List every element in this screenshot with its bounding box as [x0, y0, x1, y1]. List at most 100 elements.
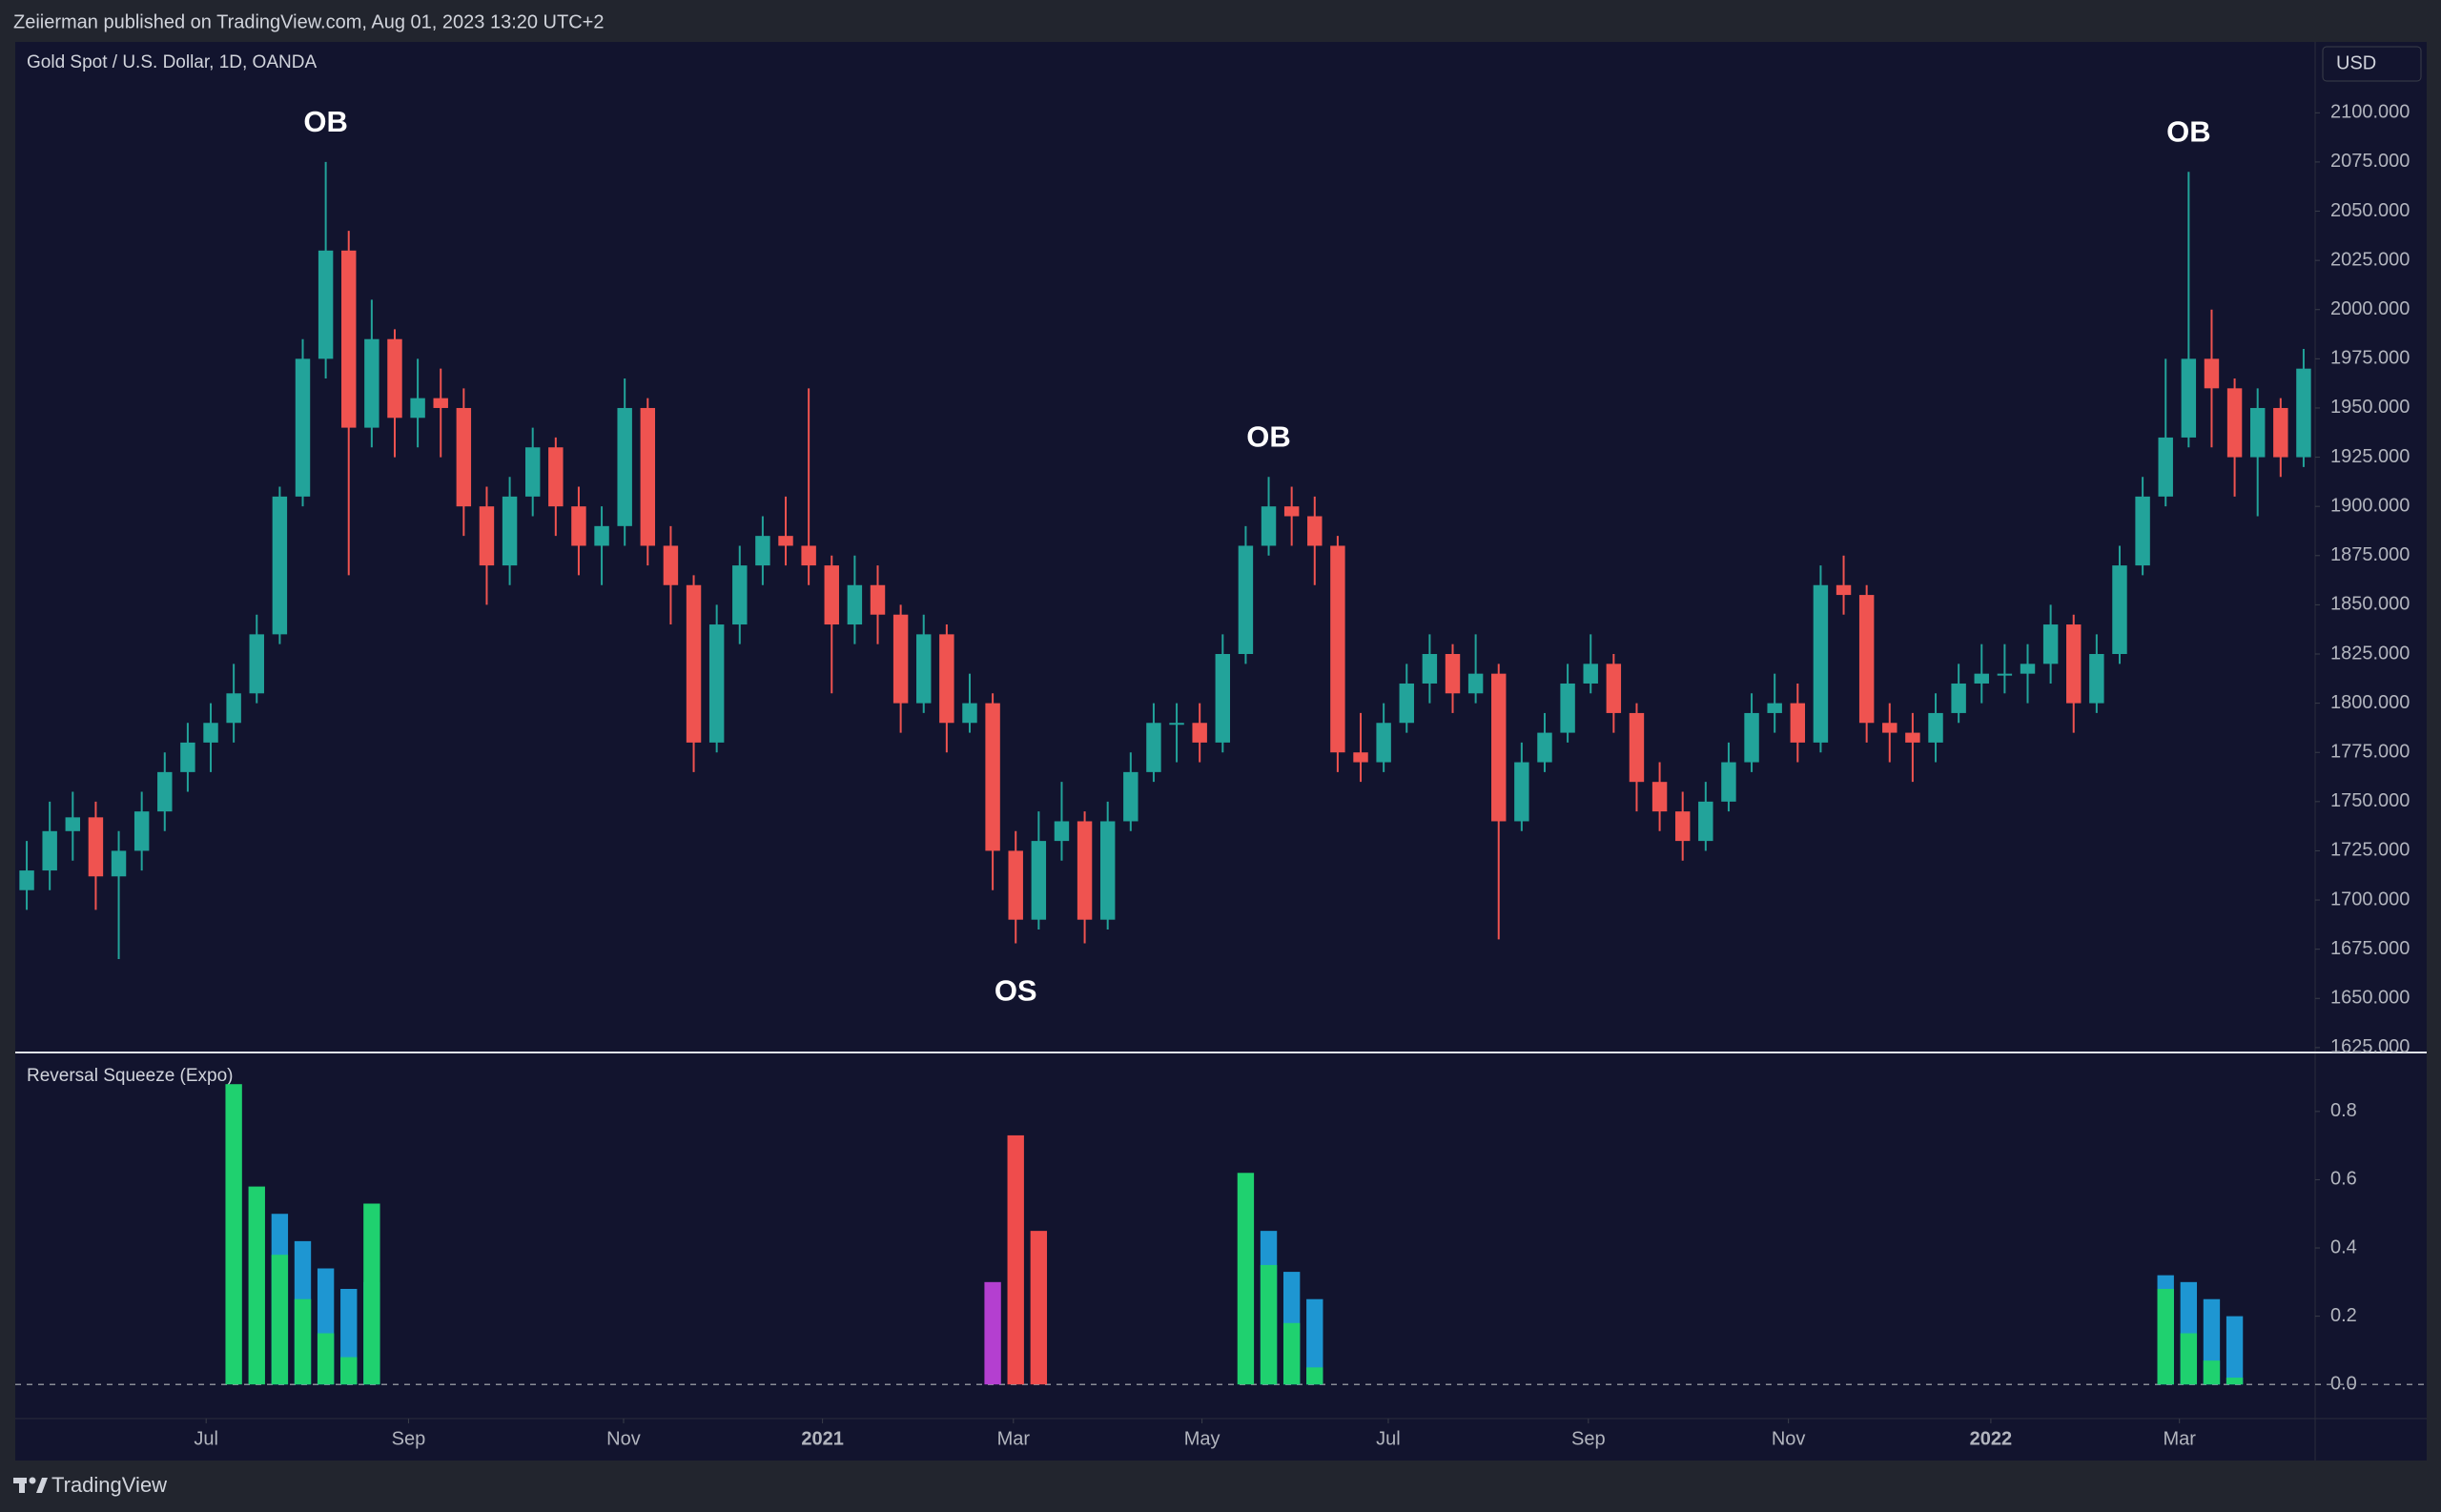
candle-body — [1790, 703, 1806, 743]
candle-body — [1031, 841, 1047, 920]
indicator-title: Reversal Squeeze (Expo) — [27, 1066, 234, 1086]
candle-body — [111, 850, 127, 877]
candle-body — [203, 723, 218, 743]
candle-body — [916, 634, 932, 704]
candle-body — [594, 525, 609, 546]
annotation: OS — [995, 974, 1037, 1008]
histogram-bar — [1282, 1322, 1301, 1385]
histogram-bar — [1260, 1264, 1278, 1385]
candle-body — [1283, 506, 1300, 517]
histogram-bar — [248, 1186, 265, 1385]
candle-body — [1353, 752, 1368, 763]
y-tick-label: 0.6 — [2330, 1169, 2357, 1190]
candle-body — [1606, 664, 1622, 713]
annotation: OB — [1246, 419, 1291, 453]
candle-body — [180, 742, 195, 772]
candle-body — [226, 693, 241, 724]
candle-body — [1169, 723, 1184, 725]
histogram-bar — [340, 1357, 358, 1385]
candle-body — [272, 496, 288, 635]
histogram-bar — [1237, 1173, 1255, 1385]
candle-body — [2135, 496, 2150, 566]
histogram-bar — [363, 1203, 380, 1385]
candle-body — [732, 565, 748, 625]
currency-box[interactable] — [2322, 46, 2422, 82]
candle-body — [456, 407, 472, 507]
candle-body — [1514, 762, 1529, 822]
candle-body — [708, 624, 725, 743]
x-tick-label: Nov — [606, 1428, 641, 1449]
y-tick-label: 1800.000 — [2330, 692, 2410, 713]
candle-body — [1882, 723, 1897, 733]
candle-body — [1008, 850, 1023, 920]
candle-body — [19, 870, 34, 890]
candle-body — [479, 506, 495, 566]
histogram-bar — [1007, 1134, 1024, 1385]
x-tick-label: Mar — [997, 1428, 1031, 1449]
candle-body — [1698, 801, 1713, 842]
candle-body — [1192, 723, 1207, 743]
candle-body — [502, 496, 518, 566]
candle-body — [617, 407, 632, 526]
candle-body — [387, 338, 402, 419]
candle-body — [1445, 654, 1461, 694]
candle-body — [985, 703, 1000, 851]
candle-body — [433, 398, 448, 408]
candle-body — [1560, 683, 1575, 733]
candle-body — [1997, 673, 2013, 676]
y-tick-label: 1700.000 — [2330, 889, 2410, 909]
candle-body — [249, 634, 264, 694]
candle-body — [939, 634, 954, 724]
candle-body — [778, 536, 793, 546]
candle-body — [1974, 673, 1989, 684]
candle-body — [2249, 407, 2266, 458]
candle-body — [962, 703, 977, 724]
y-tick-label: 1925.000 — [2330, 446, 2410, 467]
candle-body — [686, 584, 702, 743]
candle-body — [524, 447, 541, 497]
x-tick-label: Jul — [194, 1428, 218, 1449]
histogram-bar — [2226, 1378, 2244, 1385]
x-tick-label: 2021 — [801, 1428, 844, 1449]
candle-body — [847, 584, 863, 625]
y-tick-label: 1625.000 — [2330, 1036, 2410, 1057]
y-tick-label: 1775.000 — [2330, 742, 2410, 763]
candle-body — [1836, 584, 1852, 596]
candle-body — [295, 358, 311, 497]
candle-body — [42, 830, 57, 871]
y-tick-label: 1900.000 — [2330, 495, 2410, 516]
histogram-bar — [1306, 1367, 1323, 1385]
candle-body — [2226, 388, 2243, 458]
histogram-bar — [2157, 1288, 2174, 1385]
candle-body — [2204, 358, 2220, 389]
histogram-bar — [984, 1281, 1001, 1385]
candle-body — [341, 250, 357, 428]
x-tick-label: Sep — [1571, 1428, 1606, 1449]
x-tick-label: Jul — [1376, 1428, 1401, 1449]
candle-body — [892, 614, 909, 704]
candle-body — [2066, 624, 2082, 704]
footer-brand[interactable]: TradingView — [51, 1473, 167, 1497]
candle-body — [1123, 771, 1138, 822]
candle-body — [801, 545, 816, 566]
y-tick-label: 2075.000 — [2330, 151, 2410, 172]
y-tick-label: 1950.000 — [2330, 397, 2410, 418]
annotation: OB — [303, 105, 348, 138]
candle-body — [1583, 664, 1598, 684]
candle-body — [410, 398, 425, 419]
candle-body — [2020, 664, 2036, 674]
y-tick-label: 1975.000 — [2330, 348, 2410, 369]
candle-body — [2273, 407, 2288, 458]
histogram-bar — [294, 1298, 312, 1385]
candle-body — [1651, 782, 1668, 812]
y-tick-label: 1825.000 — [2330, 643, 2410, 664]
currency-label[interactable]: USD — [2336, 52, 2376, 73]
x-tick-label: May — [1184, 1428, 1220, 1449]
candle-body — [1491, 673, 1507, 822]
candle-body — [1721, 762, 1736, 802]
candle-body — [1467, 673, 1484, 694]
footer-logo — [13, 1477, 48, 1493]
candle-body — [88, 817, 104, 877]
histogram-bar — [271, 1255, 289, 1385]
histogram-bar — [2203, 1360, 2221, 1385]
